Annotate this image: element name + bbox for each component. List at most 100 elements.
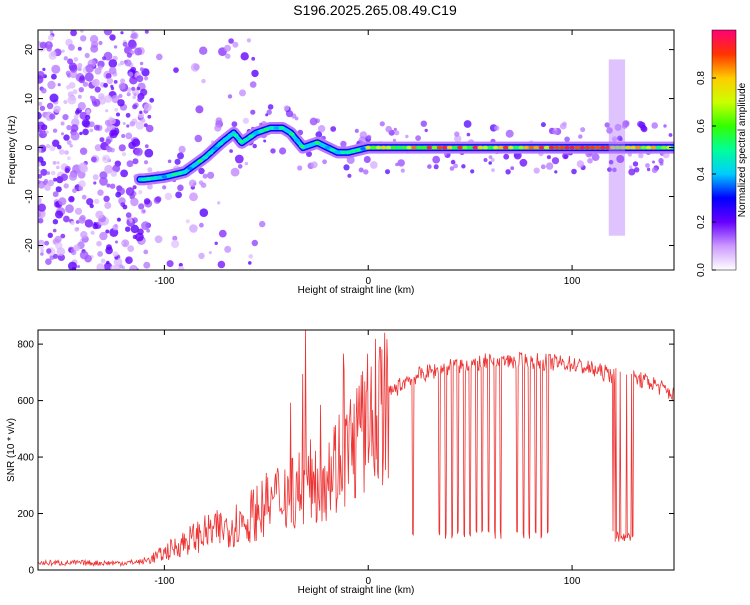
ridge-core [370,145,377,150]
noise-blob [309,117,318,126]
noise-blob [116,112,120,117]
noise-blob [177,184,184,192]
ridge-core [661,145,667,150]
noise-blob [132,95,137,100]
noise-blob [231,121,238,128]
ridge-core [390,145,397,150]
noise-blob [38,217,44,224]
ridge-core [574,145,580,150]
noise-blob [392,138,397,142]
noise-blob [68,44,75,51]
noise-blob [46,248,52,254]
noise-blob [70,124,79,133]
noise-blob [137,97,143,103]
ridge-core [289,132,295,136]
noise-blob [612,138,616,142]
noise-blob [90,44,99,53]
noise-blob [70,131,80,141]
ridge-core [197,159,203,163]
noise-blob [55,186,62,193]
noise-blob [137,228,144,236]
noise-blob [143,261,151,269]
noise-blob [564,136,570,143]
y-tick-label: -20 [24,238,35,253]
ridge-core [620,145,626,150]
noise-blob [62,114,69,121]
noise-blob [641,125,648,133]
noise-blob [115,191,122,198]
noise-blob [118,93,123,99]
ridge-core [238,139,244,144]
noise-blob [132,158,139,165]
noise-blob [126,160,134,168]
noise-blob [202,173,208,179]
noise-blob [449,166,455,171]
noise-blob [242,117,249,124]
noise-blob [97,189,104,196]
ridge-core [217,141,224,146]
noise-blob [207,171,215,179]
noise-blob [244,161,249,166]
ridge-core [503,145,509,150]
noise-blob [54,235,62,243]
noise-blob [208,251,212,255]
colorbar-tick-label: 0.8 [696,71,707,85]
noise-blob [51,64,61,74]
noise-blob [189,192,198,202]
noise-blob [237,164,243,169]
noise-blob [60,233,66,239]
noise-blob [279,147,287,155]
noise-blob [125,132,133,140]
noise-blob [149,97,155,103]
noise-blob [70,30,77,37]
noise-blob [562,152,569,160]
noise-blob [60,173,68,181]
noise-blob [94,144,102,152]
noise-blob [91,156,97,163]
noise-blob [101,154,111,164]
noise-blob [118,144,126,152]
noise-blob [82,81,89,87]
noise-blob [285,110,294,118]
noise-blob [155,196,162,203]
ridge-core [309,142,316,147]
noise-blob [106,260,110,265]
noise-blob [177,152,184,160]
ridge-core [314,140,321,145]
noise-blob [154,235,163,244]
ridge-core [411,145,417,150]
noise-blob [259,220,266,228]
noise-blob [122,204,128,210]
noise-blob [224,44,231,52]
noise-blob [106,183,111,188]
ridge-core [589,145,596,150]
noise-blob [79,147,88,155]
noise-blob [69,196,75,201]
noise-blob [147,114,152,119]
noise-blob [99,177,108,186]
noise-blob [217,260,226,269]
noise-blob [119,264,124,269]
colorbar-tick-label: 0.6 [696,119,707,133]
noise-blob [646,167,651,172]
ridge-core [207,151,214,155]
ridge-core [329,148,336,152]
noise-blob [490,158,495,162]
noise-blob [505,169,511,175]
noise-blob [112,224,119,231]
noise-blob [433,164,439,170]
noise-blob [125,112,131,118]
noise-blob [46,46,52,52]
noise-blob [44,240,50,246]
noise-blob [60,121,65,126]
noise-blob [125,187,135,196]
x-tick-label: 0 [365,276,371,287]
noise-blob [69,172,77,181]
noise-blob [67,156,71,161]
y-tick-label: 0 [28,566,34,577]
noise-blob [80,231,88,239]
noise-blob [358,167,364,173]
noise-blob [146,228,151,233]
noise-blob [114,107,119,112]
noise-blob [72,89,78,95]
